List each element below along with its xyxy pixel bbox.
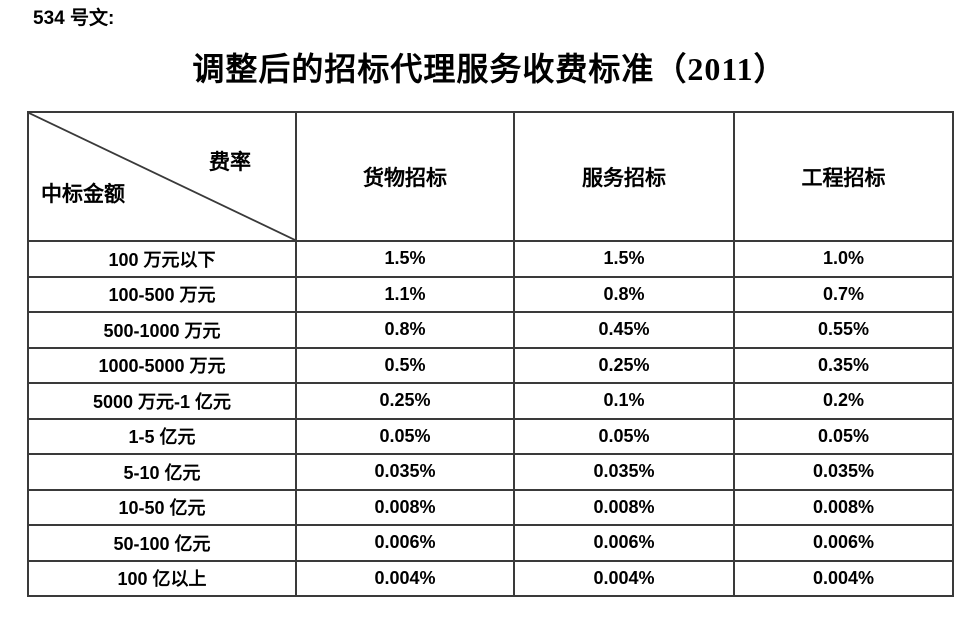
- row-amount-label: 1-5 亿元: [27, 417, 297, 455]
- corner-rate-label: 费率: [209, 150, 251, 174]
- row-amount-label: 1000-5000 万元: [27, 346, 297, 384]
- table-row: 1000-5000 万元 0.5% 0.25% 0.35%: [27, 346, 954, 384]
- rate-cell: 0.008%: [733, 488, 954, 526]
- column-header-goods: 货物招标: [295, 111, 515, 242]
- fee-table: 费率 中标金额 货物招标 服务招标 工程招标 100 万元以下 1.5% 1.5% 1…: [27, 111, 954, 597]
- rate-cell: 0.035%: [513, 453, 735, 491]
- row-amount-label: 500-1000 万元: [27, 311, 297, 349]
- diagonal-line: [29, 113, 295, 240]
- rate-cell: 0.008%: [513, 488, 735, 526]
- table-row: 100 亿以上 0.004% 0.004% 0.004%: [27, 559, 954, 597]
- rate-cell: 0.7%: [733, 275, 954, 313]
- table-row: 5000 万元-1 亿元 0.25% 0.1% 0.2%: [27, 382, 954, 420]
- rate-cell: 0.25%: [295, 382, 515, 420]
- rate-cell: 1.5%: [513, 240, 735, 278]
- row-amount-label: 10-50 亿元: [27, 488, 297, 526]
- column-header-services: 服务招标: [513, 111, 735, 242]
- rate-cell: 0.006%: [733, 524, 954, 562]
- rate-cell: 0.25%: [513, 346, 735, 384]
- row-amount-label: 100 万元以下: [27, 240, 297, 278]
- row-amount-label: 100-500 万元: [27, 275, 297, 313]
- rate-cell: 1.5%: [295, 240, 515, 278]
- row-amount-label: 50-100 亿元: [27, 524, 297, 562]
- table-body: 100 万元以下 1.5% 1.5% 1.0% 100-500 万元 1.1% 0.8% 0.…: [27, 240, 954, 597]
- rate-cell: 0.035%: [733, 453, 954, 491]
- corner-header-cell: 费率 中标金额: [27, 111, 297, 242]
- row-amount-label: 5-10 亿元: [27, 453, 297, 491]
- rate-cell: 0.004%: [513, 559, 735, 597]
- rate-cell: 0.35%: [733, 346, 954, 384]
- header-row: 费率 中标金额 货物招标 服务招标 工程招标: [27, 111, 954, 242]
- rate-cell: 0.008%: [295, 488, 515, 526]
- row-amount-label: 100 亿以上: [27, 559, 297, 597]
- rate-cell: 0.45%: [513, 311, 735, 349]
- rate-cell: 0.05%: [295, 417, 515, 455]
- table-row: 50-100 亿元 0.006% 0.006% 0.006%: [27, 524, 954, 562]
- rate-cell: 0.006%: [513, 524, 735, 562]
- rate-cell: 0.55%: [733, 311, 954, 349]
- rate-cell: 0.5%: [295, 346, 515, 384]
- table-row: 5-10 亿元 0.035% 0.035% 0.035%: [27, 453, 954, 491]
- corner-amount-label: 中标金额: [41, 182, 125, 206]
- rate-cell: 0.05%: [513, 417, 735, 455]
- rate-cell: 1.0%: [733, 240, 954, 278]
- rate-cell: 0.8%: [513, 275, 735, 313]
- rate-cell: 1.1%: [295, 275, 515, 313]
- rate-cell: 0.006%: [295, 524, 515, 562]
- rate-cell: 0.004%: [733, 559, 954, 597]
- rate-cell: 0.1%: [513, 382, 735, 420]
- table-row: 100 万元以下 1.5% 1.5% 1.0%: [27, 240, 954, 278]
- page-title: 调整后的招标代理服务收费标准（2011）: [192, 51, 787, 87]
- rate-cell: 0.004%: [295, 559, 515, 597]
- table-row: 100-500 万元 1.1% 0.8% 0.7%: [27, 275, 954, 313]
- rate-cell: 0.035%: [295, 453, 515, 491]
- table-row: 1-5 亿元 0.05% 0.05% 0.05%: [27, 417, 954, 455]
- doc-number-label: 534 号文:: [33, 8, 115, 29]
- table-row: 10-50 亿元 0.008% 0.008% 0.008%: [27, 488, 954, 526]
- rate-cell: 0.05%: [733, 417, 954, 455]
- column-header-engineering: 工程招标: [733, 111, 954, 242]
- table-row: 500-1000 万元 0.8% 0.45% 0.55%: [27, 311, 954, 349]
- rate-cell: 0.2%: [733, 382, 954, 420]
- row-amount-label: 5000 万元-1 亿元: [27, 382, 297, 420]
- rate-cell: 0.8%: [295, 311, 515, 349]
